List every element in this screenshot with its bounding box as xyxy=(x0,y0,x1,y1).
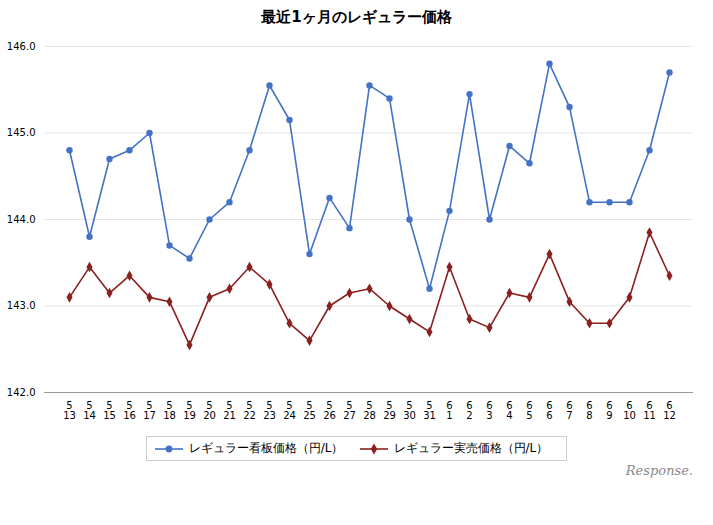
svg-text:519: 519 xyxy=(183,400,196,421)
html-text:レギュラー実売価格（円/L）: レギュラー実売価格（円/L） xyxy=(393,441,549,455)
svg-text:518: 518 xyxy=(163,400,176,421)
svg-text:529: 529 xyxy=(383,400,396,421)
svg-text:523: 523 xyxy=(263,400,276,421)
svg-text:514: 514 xyxy=(83,400,96,421)
svg-text:65: 65 xyxy=(526,400,532,421)
svg-text:517: 517 xyxy=(143,400,156,421)
svg-text:145.0: 145.0 xyxy=(7,127,36,138)
svg-text:520: 520 xyxy=(203,400,216,421)
svg-text:143.0: 143.0 xyxy=(7,300,36,311)
svg-text:516: 516 xyxy=(123,400,136,421)
svg-text:527: 527 xyxy=(343,400,356,421)
svg-text:69: 69 xyxy=(606,400,612,421)
svg-text:525: 525 xyxy=(303,400,316,421)
html-text:Response.: Response. xyxy=(625,463,693,478)
svg-text:610: 610 xyxy=(623,400,636,421)
svg-text:528: 528 xyxy=(363,400,376,421)
svg-text:611: 611 xyxy=(643,400,656,421)
html-text:レギュラー看板価格（円/L）: レギュラー看板価格（円/L） xyxy=(188,441,344,455)
svg-text:142.0: 142.0 xyxy=(7,387,36,398)
svg-text:66: 66 xyxy=(546,400,552,421)
html-text:最近1ヶ月のレギュラー価格: 最近1ヶ月のレギュラー価格 xyxy=(261,8,452,26)
svg-text:144.0: 144.0 xyxy=(7,214,36,225)
svg-text:61: 61 xyxy=(446,400,452,421)
svg-text:612: 612 xyxy=(663,400,676,421)
svg-text:526: 526 xyxy=(323,400,336,421)
svg-text:68: 68 xyxy=(586,400,592,421)
svg-text:524: 524 xyxy=(283,400,296,421)
svg-text:63: 63 xyxy=(486,400,492,421)
svg-text:530: 530 xyxy=(403,400,416,421)
svg-text:515: 515 xyxy=(103,400,116,421)
svg-text:62: 62 xyxy=(466,400,472,421)
svg-text:64: 64 xyxy=(506,400,512,421)
svg-text:513: 513 xyxy=(63,400,76,421)
svg-text:67: 67 xyxy=(566,400,572,421)
svg-text:146.0: 146.0 xyxy=(7,41,36,52)
svg-text:522: 522 xyxy=(243,400,256,421)
svg-text:521: 521 xyxy=(223,400,236,421)
svg-text:531: 531 xyxy=(423,400,436,421)
